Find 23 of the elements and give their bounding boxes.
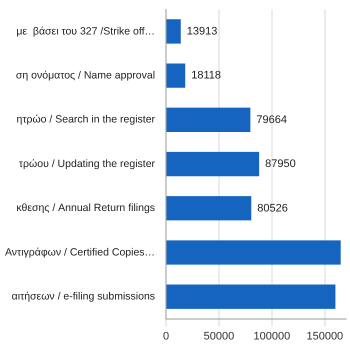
bar <box>166 152 260 176</box>
bar <box>166 19 181 44</box>
x-tick-label: 0 <box>162 330 170 342</box>
data-label: 13913 <box>186 25 218 38</box>
y-tick-label: ση ονόματος / Name approval <box>16 70 156 82</box>
data-label: 79664 <box>256 114 287 126</box>
bar <box>166 196 252 220</box>
y-tick-label: κθεσης / Annual Return filings <box>16 202 156 214</box>
x-tick-label: 150000 <box>306 330 344 342</box>
bar <box>166 63 186 88</box>
y-tick-label: Αντιγράφων / Certified Copies… <box>5 246 156 258</box>
x-tick-label: 100000 <box>254 330 290 342</box>
bar <box>166 240 341 265</box>
data-label: 87950 <box>265 158 296 170</box>
y-tick-label: με βάσει του 327 /Strike off… <box>16 25 156 38</box>
x-tick-label: 50000 <box>204 330 234 342</box>
y-tick-label: ητρώο / Search in the register <box>16 114 156 126</box>
y-tick-label: αιτήσεων / e-filing submissions <box>12 290 156 303</box>
y-tick-label: τρώου / Updating the register <box>18 158 156 170</box>
data-label: 80526 <box>257 202 288 214</box>
bar <box>166 284 336 309</box>
data-label: 18118 <box>191 70 222 82</box>
bar <box>166 108 250 132</box>
